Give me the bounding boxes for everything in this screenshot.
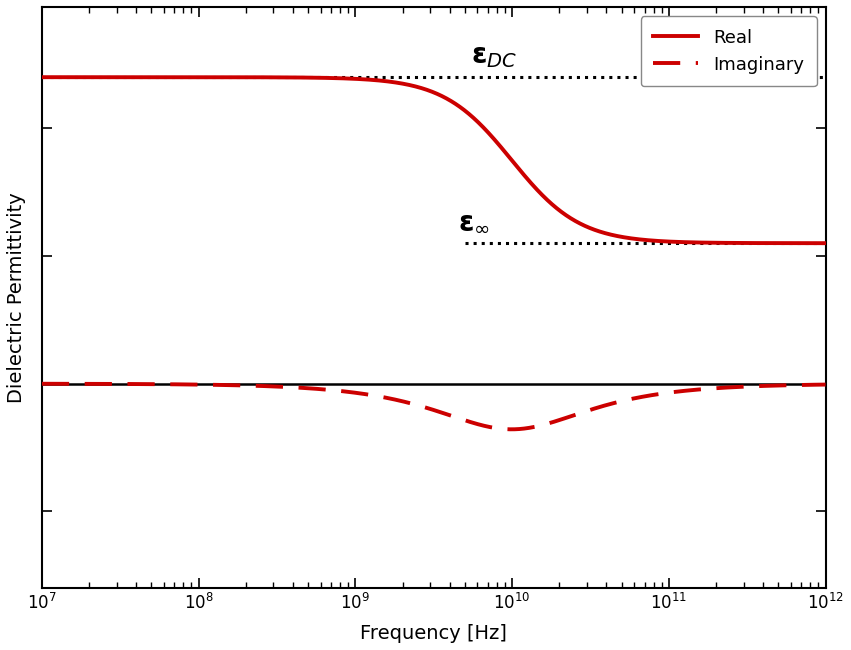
Text: $\boldsymbol{\varepsilon}_{DC}$: $\boldsymbol{\varepsilon}_{DC}$ bbox=[471, 42, 517, 70]
Text: $\boldsymbol{\varepsilon}_{\infty}$: $\boldsymbol{\varepsilon}_{\infty}$ bbox=[458, 207, 489, 235]
Line: Real: Real bbox=[42, 77, 825, 243]
Imaginary bbox=[37, 380, 47, 387]
Imaginary bbox=[654, 390, 665, 398]
Real bbox=[797, 239, 808, 247]
Y-axis label: Dielectric Permittivity: Dielectric Permittivity bbox=[7, 192, 26, 403]
Real bbox=[797, 239, 808, 247]
X-axis label: Frequency [Hz]: Frequency [Hz] bbox=[360, 624, 507, 643]
Imaginary bbox=[798, 381, 808, 389]
Line: Imaginary: Imaginary bbox=[42, 384, 825, 429]
Imaginary bbox=[797, 381, 808, 389]
Legend: Real, Imaginary: Real, Imaginary bbox=[641, 16, 817, 86]
Imaginary bbox=[77, 380, 87, 388]
Real bbox=[77, 73, 87, 81]
Real bbox=[820, 239, 831, 247]
Imaginary bbox=[506, 425, 517, 433]
Imaginary bbox=[397, 397, 408, 405]
Imaginary bbox=[820, 381, 831, 389]
Real bbox=[654, 237, 664, 245]
Real bbox=[418, 84, 428, 92]
Imaginary bbox=[418, 403, 428, 411]
Real bbox=[397, 80, 408, 88]
Real bbox=[37, 73, 47, 81]
